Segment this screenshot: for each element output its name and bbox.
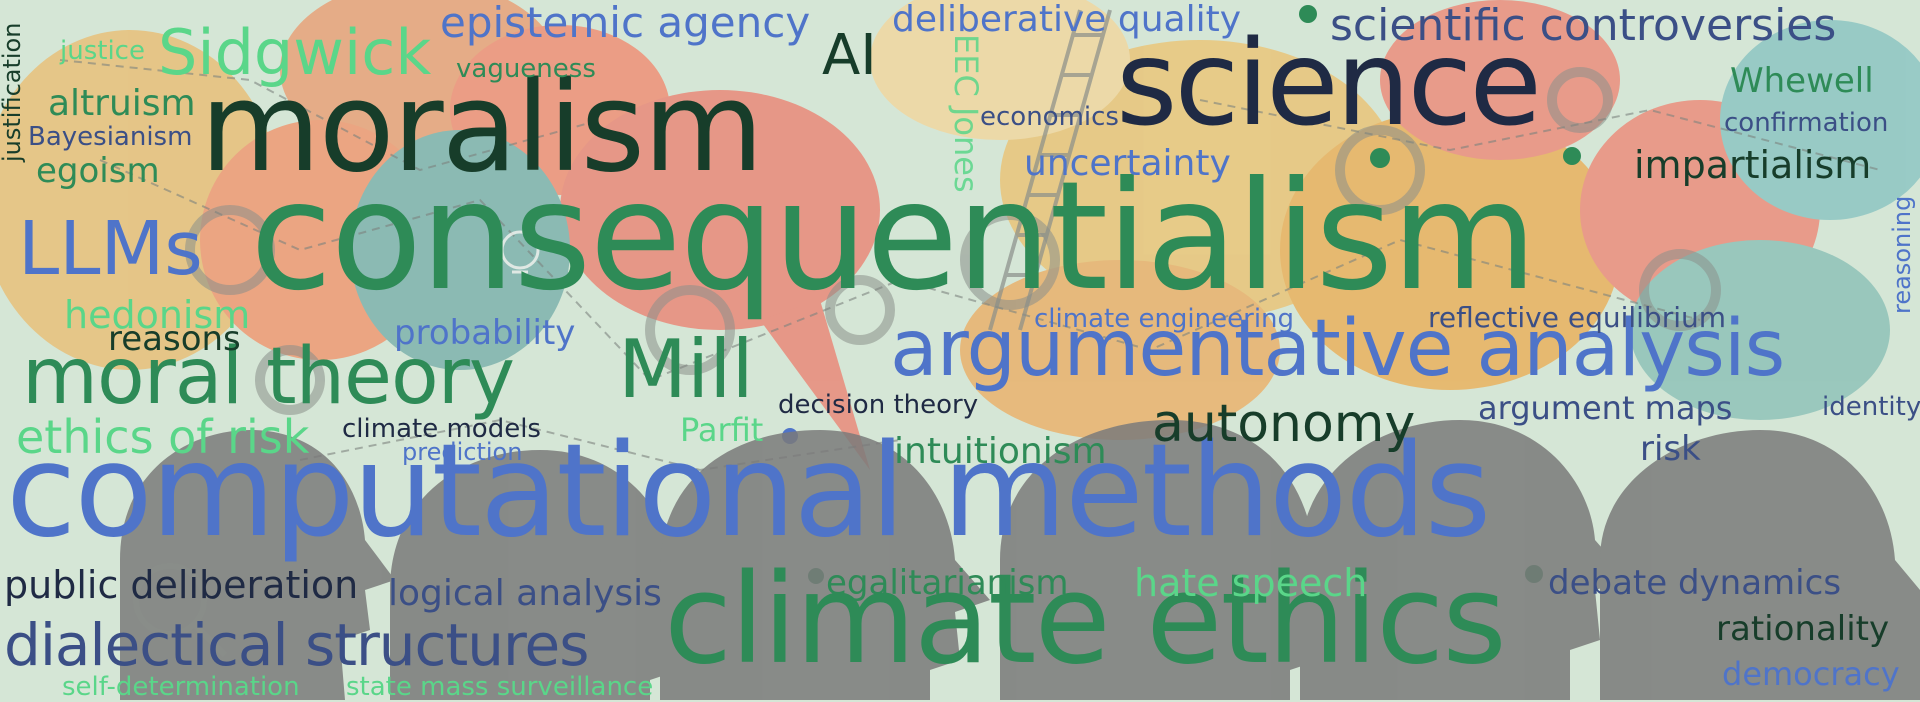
word-public-deliberation: public deliberation [4, 563, 359, 607]
human-head-silhouettes [120, 420, 1920, 700]
human-head-silhouette [1000, 420, 1350, 700]
word-economics: economics [980, 102, 1119, 132]
word-debate-dynamics: debate dynamics [1548, 563, 1842, 603]
word-argumentative-analysis: argumentative analysis [890, 304, 1785, 394]
word-climate-engineering: climate engineering [1034, 304, 1295, 334]
lightbulb-icon [500, 230, 540, 274]
word-vagueness: vagueness [456, 54, 596, 84]
word-rationality: rationality [1716, 609, 1890, 649]
speech-bubble-group [0, 0, 1920, 470]
gear-icon [825, 275, 895, 345]
word-climate-ethics: climate ethics [664, 548, 1507, 692]
speech-bubble [1630, 240, 1890, 420]
speech-bubble [960, 260, 1280, 440]
word-state-mass-surveillance: state mass surveillance [346, 672, 654, 702]
word-prediction: prediction [402, 438, 523, 466]
word-risk: risk [1640, 429, 1701, 469]
magnifier-icon [133, 563, 228, 658]
human-head-silhouette [660, 430, 990, 700]
word-deliberative-quality: deliberative quality [892, 0, 1242, 40]
word-bayesianism: Bayesianism [28, 122, 193, 152]
speech-bubble [870, 0, 1130, 140]
word-llms: LLMs [18, 206, 203, 292]
word-sidgwick: Sidgwick [158, 16, 432, 89]
word-democracy: democracy [1722, 655, 1900, 693]
word-uncertainty: uncertainty [1024, 143, 1231, 184]
word-egoism: egoism [36, 151, 160, 191]
network-node [1563, 147, 1581, 165]
word-egalitarianism: egalitarianism [826, 563, 1069, 603]
word-confirmation: confirmation [1724, 108, 1889, 138]
speech-bubble [1280, 110, 1620, 390]
word-reflective-equilibrium: reflective equilibrium [1428, 301, 1727, 334]
human-head-silhouette [1300, 420, 1630, 700]
word-dialectical-structures: dialectical structures [4, 611, 589, 679]
word-identity: identity [1822, 392, 1920, 422]
word-reasons: reasons [108, 319, 241, 359]
gear-icon [255, 345, 325, 415]
word-moralism: moralism [200, 56, 764, 200]
gear-icon-group [185, 67, 1721, 415]
word-epistemic-agency: epistemic agency [440, 0, 811, 47]
word-climate-models: climate models [342, 414, 541, 444]
word-ebc-jones: EEC Jones [947, 34, 985, 193]
human-head-silhouette [120, 430, 395, 700]
speech-bubble-tail [760, 300, 870, 470]
gear-icon [1335, 125, 1425, 215]
word-justification: justification [0, 22, 26, 162]
word-decision-theory: decision theory [778, 390, 979, 420]
word-mill: Mill [618, 323, 754, 416]
word-reasoning: reasoning [1888, 195, 1916, 314]
gear-icon [645, 285, 735, 375]
word-parfit: Parfit [680, 411, 764, 449]
word-impartialism: impartialism [1634, 143, 1872, 187]
word-justice: justice [60, 36, 145, 66]
word-computational-methods: computational methods [6, 417, 1491, 566]
word-self-determination: self-determination [62, 672, 300, 702]
gear-icon [185, 205, 275, 295]
word-autonomy: autonomy [1152, 394, 1416, 454]
word-probability: probability [394, 313, 576, 353]
word-hedonism: hedonism [64, 293, 251, 337]
speech-bubble [560, 90, 880, 330]
word-intuitionism: intuitionism [894, 431, 1107, 472]
human-head-silhouette [390, 450, 710, 700]
word-science: science [1116, 14, 1542, 152]
gear-icon [1547, 67, 1613, 133]
word-ai: AI [822, 23, 877, 88]
speech-bubble [350, 130, 570, 370]
speech-bubble [1720, 20, 1920, 220]
network-node [1299, 5, 1317, 23]
word-logical-analysis: logical analysis [388, 573, 662, 614]
word-consequentialism: consequentialism [250, 150, 1537, 324]
word-whewell: Whewell [1730, 61, 1874, 101]
word-scientific-controversies: scientific controversies [1330, 0, 1837, 51]
word-argument-maps: argument maps [1478, 389, 1733, 427]
human-head-silhouette [1600, 430, 1920, 700]
word-altruism: altruism [48, 83, 196, 124]
ladder-icon [988, 9, 1112, 331]
network-node [1370, 148, 1390, 168]
word-hate-speech: hate speech [1134, 561, 1368, 605]
gear-icon [960, 210, 1060, 310]
word-ethics-of-risk: ethics of risk [16, 410, 310, 464]
gear-icon [1639, 249, 1721, 331]
word-moral-theory: moral theory [22, 332, 515, 422]
